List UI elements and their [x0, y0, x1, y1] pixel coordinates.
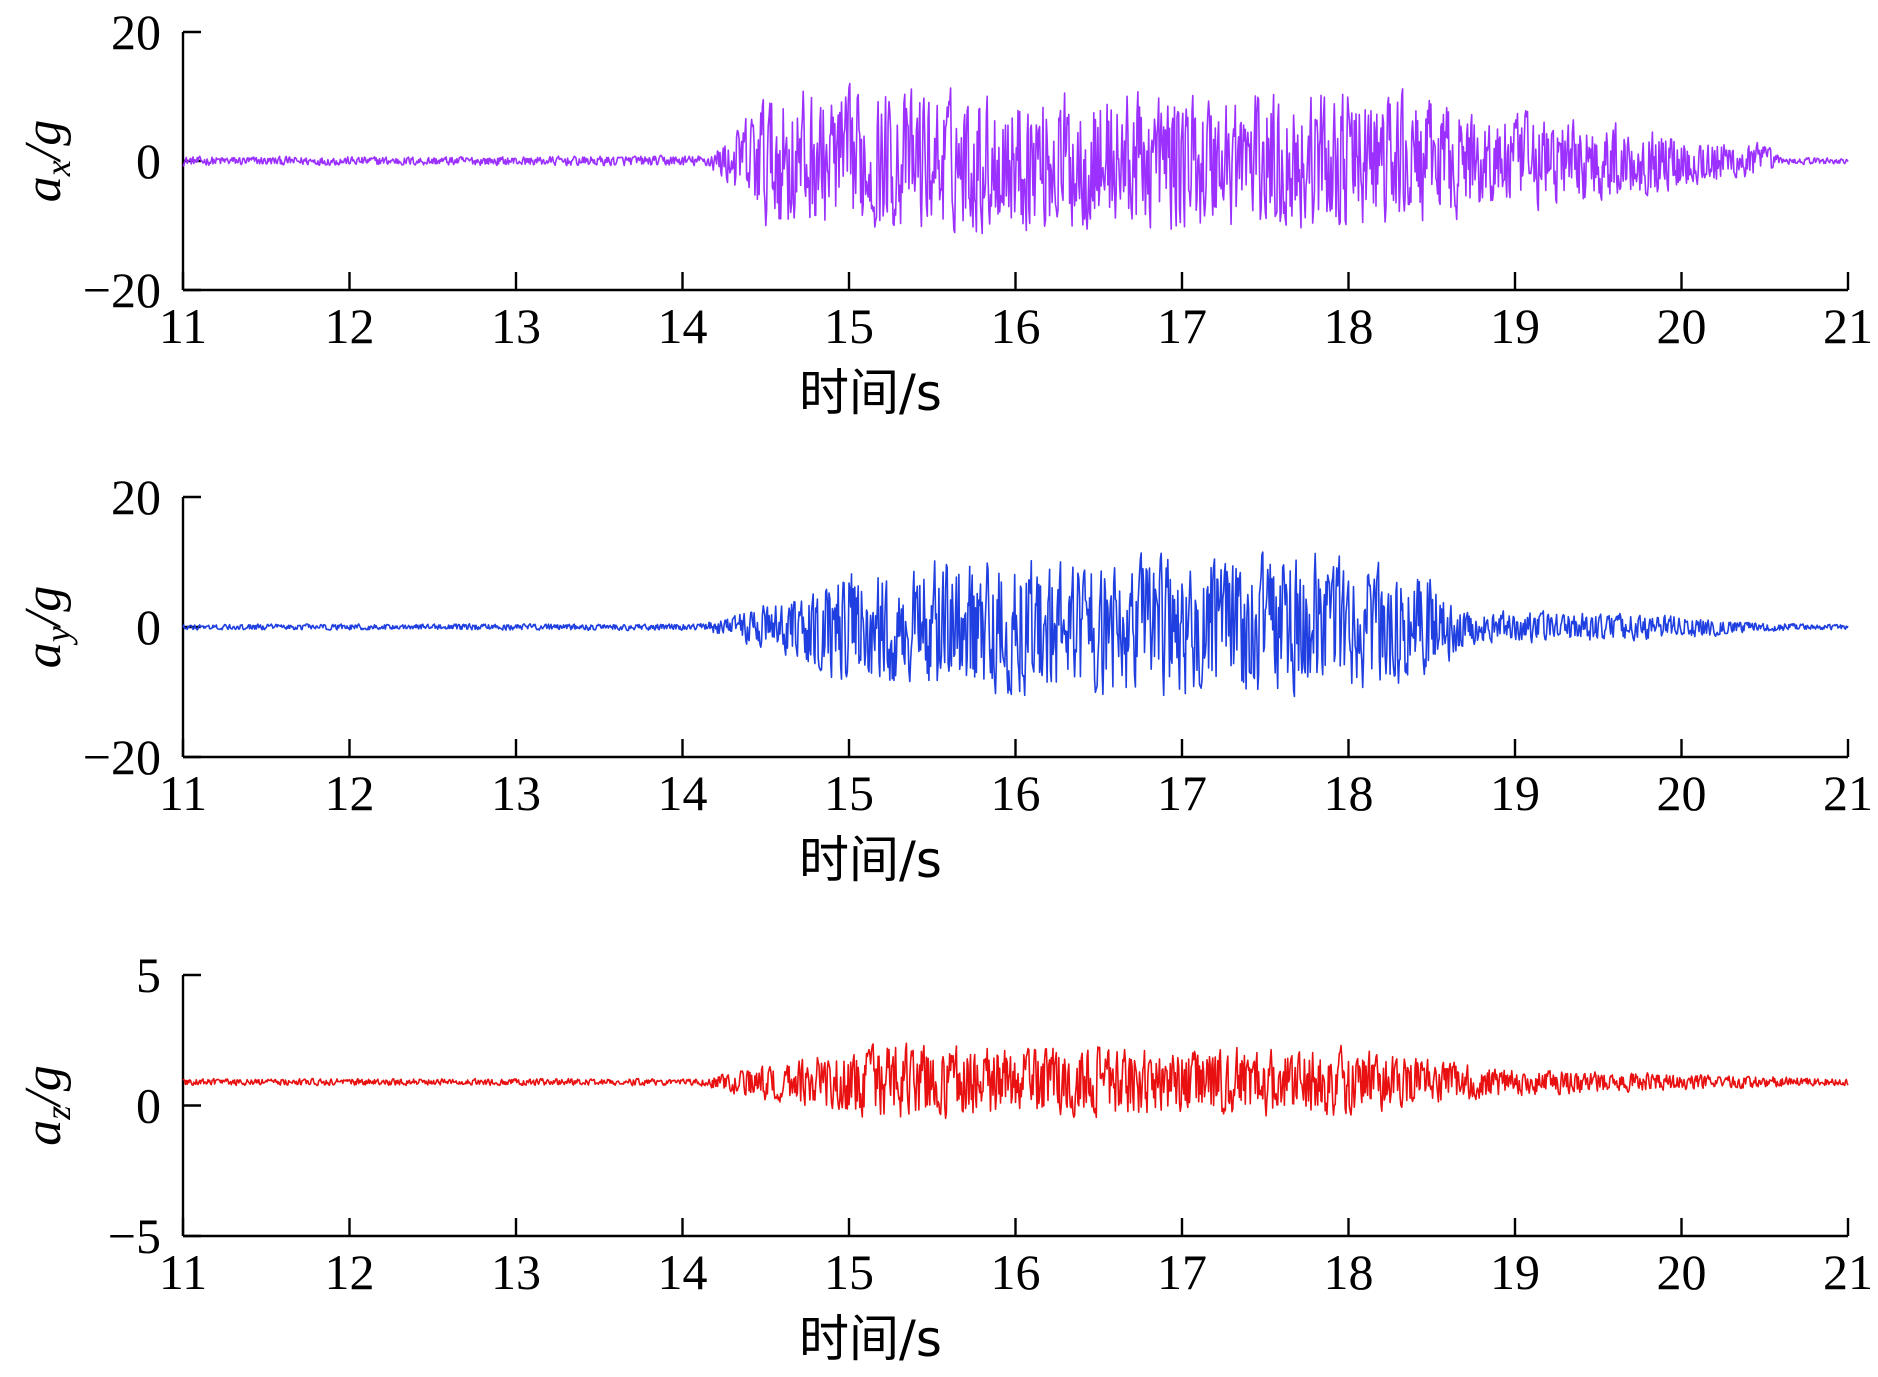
x-axis-label: 时间/s: [799, 1310, 942, 1368]
y-axis-label: az/g: [15, 1065, 78, 1145]
x-tick-label: 13: [491, 298, 541, 354]
x-tick-label: 20: [1657, 1244, 1707, 1300]
y-tick-label: −5: [108, 1208, 161, 1264]
x-tick-label: 12: [325, 765, 375, 821]
x-tick-label: 16: [991, 765, 1041, 821]
y-tick-label: 20: [111, 4, 161, 60]
series-line-ax: [182, 82, 1849, 235]
y-tick-label: 0: [136, 1078, 161, 1134]
x-tick-label: 13: [491, 1244, 541, 1300]
x-tick-label: 21: [1823, 298, 1873, 354]
x-tick-label: 14: [658, 298, 708, 354]
x-tick-label: 11: [159, 298, 207, 354]
x-tick-label: 12: [325, 1244, 375, 1300]
x-axis-label: 时间/s: [799, 831, 942, 889]
panel-az: 11 12 13 14 15 16 17 18 19 20 21 5 0 −5 时间/s az/g: [15, 947, 1873, 1368]
y-tick-label: −20: [83, 262, 161, 318]
x-tick-label: 15: [824, 1244, 874, 1300]
x-tick-label: 19: [1490, 765, 1540, 821]
x-tick-label: 16: [991, 298, 1041, 354]
x-tick-label: 18: [1324, 298, 1374, 354]
panel-ay: 11 12 13 14 15 16 17 18 19 20 21 20 0 −20 时间/s ay/g: [15, 469, 1873, 889]
x-tick-label: 14: [658, 765, 708, 821]
x-tick-label: 16: [991, 1244, 1041, 1300]
x-tick-label: 20: [1657, 765, 1707, 821]
x-tick-label: 13: [491, 765, 541, 821]
panel-ax: 11 12 13 14 15 16 17 18 19 20 21 20 0 −20 时间/s ax/g: [15, 4, 1873, 422]
x-axis-label: 时间/s: [799, 364, 942, 422]
series-line-az: [182, 1042, 1849, 1120]
x-tick-label: 15: [824, 765, 874, 821]
x-tick-label: 11: [159, 1244, 207, 1300]
x-tick-label: 12: [325, 298, 375, 354]
x-tick-label: 18: [1324, 1244, 1374, 1300]
y-axis-label: ay/g: [15, 586, 78, 668]
y-axis-label: ax/g: [15, 120, 78, 202]
y-tick-label: 5: [136, 947, 161, 1003]
x-tick-label: 21: [1823, 1244, 1873, 1300]
x-tick-label: 11: [159, 765, 207, 821]
x-tick-label: 14: [658, 1244, 708, 1300]
y-tick-label: −20: [83, 729, 161, 785]
y-tick-label: 0: [136, 133, 161, 189]
x-tick-label: 17: [1157, 298, 1207, 354]
x-tick-label: 19: [1490, 1244, 1540, 1300]
x-tick-label: 17: [1157, 765, 1207, 821]
y-tick-label: 20: [111, 469, 161, 525]
x-tick-label: 21: [1823, 765, 1873, 821]
y-tick-label: 0: [136, 599, 161, 655]
x-tick-label: 18: [1324, 765, 1374, 821]
x-tick-label: 15: [824, 298, 874, 354]
x-tick-label: 17: [1157, 1244, 1207, 1300]
series-line-ay: [182, 551, 1849, 698]
x-tick-label: 19: [1490, 298, 1540, 354]
x-tick-label: 20: [1657, 298, 1707, 354]
